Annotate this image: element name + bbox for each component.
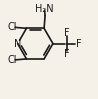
Text: Cl: Cl [8, 55, 17, 65]
Text: N: N [14, 39, 21, 49]
Text: F: F [64, 28, 70, 38]
Text: F: F [64, 49, 70, 59]
Text: H₂N: H₂N [35, 4, 53, 14]
Text: F: F [76, 39, 81, 49]
Text: Cl: Cl [8, 22, 17, 32]
